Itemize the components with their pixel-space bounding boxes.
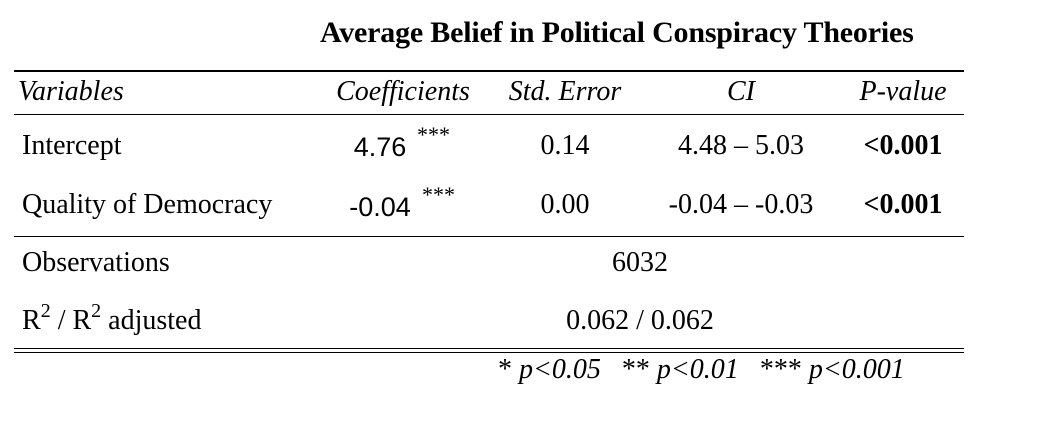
row-significance-stars: *** <box>417 122 450 147</box>
header-ci: CI <box>727 76 755 107</box>
row-variable: Intercept <box>22 130 122 161</box>
footnote-stars-2: ** <box>621 354 650 385</box>
body-rule <box>14 236 964 237</box>
row-coefficient: -0.04 <box>349 192 411 222</box>
row-ci: 4.48 – 5.03 <box>678 130 804 161</box>
top-rule <box>14 70 964 72</box>
footnote-stars-3: *** <box>759 354 802 385</box>
row-coefficient: 4.76 <box>353 132 407 162</box>
row-variable: Quality of Democracy <box>22 189 273 220</box>
r2-label-r: R <box>22 305 41 336</box>
table-title: Average Belief in Political Conspiracy T… <box>320 16 914 49</box>
significance-footnote: * p<0.05 ** p<0.01 *** p<0.001 <box>498 354 905 386</box>
r2-label-superscript-2: 2 <box>91 299 102 322</box>
header-rule <box>14 114 964 115</box>
footnote-text-3: p<0.001 <box>808 354 905 385</box>
row-p-value: <0.001 <box>863 189 943 220</box>
footnote-stars-1: * <box>498 354 512 385</box>
r2-label: R2 / R2 adjusted <box>22 301 202 337</box>
header-coefficients: Coefficients <box>336 76 470 107</box>
footnote-text-1: p<0.05 <box>519 354 601 385</box>
r2-label-separator: / R <box>50 305 92 336</box>
observations-value: 6032 <box>612 247 668 278</box>
row-p-value: <0.001 <box>863 130 943 161</box>
footnote-text-2: p<0.01 <box>656 354 739 385</box>
bottom-double-rule <box>14 348 964 353</box>
row-std-error: 0.14 <box>540 130 590 161</box>
r2-label-superscript: 2 <box>40 299 51 322</box>
row-ci: -0.04 – -0.03 <box>668 189 814 220</box>
header-variables: Variables <box>18 76 124 107</box>
r2-value: 0.062 / 0.062 <box>566 305 714 336</box>
row-std-error: 0.00 <box>540 189 590 220</box>
header-std-error: Std. Error <box>508 76 622 107</box>
observations-label: Observations <box>22 247 170 278</box>
header-p-value: P-value <box>859 76 947 107</box>
row-significance-stars: *** <box>422 182 455 207</box>
r2-label-tail: adjusted <box>101 305 202 336</box>
